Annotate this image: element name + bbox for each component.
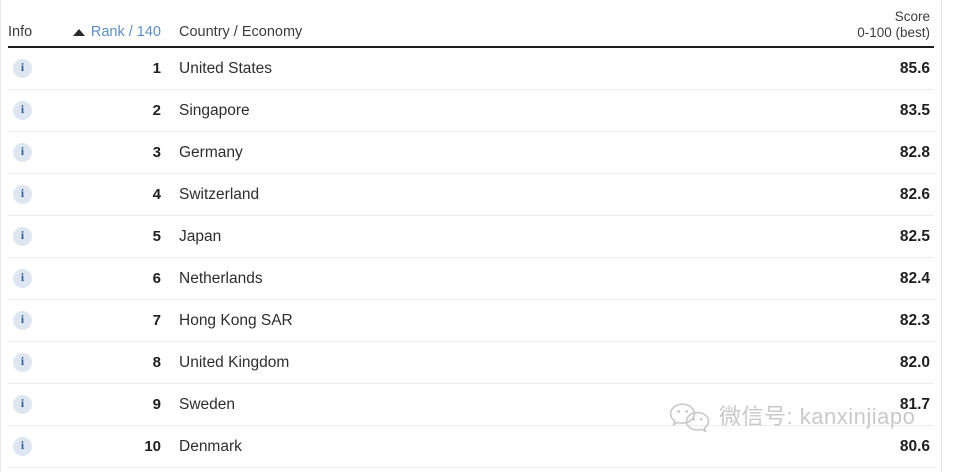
- row-country: Hong Kong SAR: [179, 311, 293, 329]
- column-header-score-range: 0-100 (best): [857, 25, 930, 40]
- column-header-score[interactable]: Score 0-100 (best): [760, 9, 934, 41]
- row-country: Japan: [179, 227, 222, 245]
- row-rank: 6: [152, 270, 161, 287]
- row-country: Netherlands: [179, 269, 263, 287]
- table-row: i 7 Hong Kong SAR 82.3: [8, 300, 934, 342]
- table-row: i 10 Denmark 80.6: [8, 426, 934, 468]
- table-row: i 2 Singapore 83.5: [8, 90, 934, 132]
- row-country: United Kingdom: [179, 353, 290, 371]
- row-info-cell: i: [8, 101, 56, 120]
- row-info-cell: i: [8, 185, 56, 204]
- row-rank: 1: [152, 60, 161, 77]
- column-header-rank-label: Rank / 140: [90, 24, 161, 40]
- row-score: 85.6: [899, 59, 930, 77]
- row-score: 82.5: [899, 227, 930, 245]
- table-row: i 6 Netherlands 82.4: [8, 258, 934, 300]
- table-row: i 3 Germany 82.8: [8, 132, 934, 174]
- row-info-cell: i: [8, 269, 56, 288]
- table-body: i 1 United States 85.6 i 2 Singapore 83.5 i 3 Germ…: [8, 48, 934, 468]
- row-info-cell: i: [8, 227, 56, 246]
- info-icon[interactable]: i: [13, 311, 32, 330]
- info-icon[interactable]: i: [13, 395, 32, 414]
- page-right-border: [941, 0, 942, 472]
- row-rank: 7: [152, 312, 161, 329]
- page-left-border: [0, 0, 1, 472]
- info-icon[interactable]: i: [13, 143, 32, 162]
- table-header-row: Info Rank / 140 Country / Economy Score …: [8, 0, 934, 48]
- info-icon[interactable]: i: [13, 227, 32, 246]
- row-rank: 2: [152, 102, 161, 119]
- table-row: i 1 United States 85.6: [8, 48, 934, 90]
- row-info-cell: i: [8, 143, 56, 162]
- row-country: Switzerland: [179, 185, 260, 203]
- row-score: 82.3: [899, 311, 930, 329]
- row-rank: 4: [152, 186, 161, 203]
- row-score: 81.7: [899, 395, 930, 413]
- row-rank: 8: [152, 354, 161, 371]
- row-country: Denmark: [179, 437, 242, 455]
- row-info-cell: i: [8, 395, 56, 414]
- row-score: 82.4: [899, 269, 930, 287]
- row-country: Sweden: [179, 395, 236, 413]
- row-info-cell: i: [8, 311, 56, 330]
- info-icon[interactable]: i: [13, 59, 32, 78]
- table-row: i 4 Switzerland 82.6: [8, 174, 934, 216]
- info-icon[interactable]: i: [13, 185, 32, 204]
- row-rank: 10: [144, 438, 161, 455]
- column-header-info[interactable]: Info: [8, 24, 33, 40]
- row-score: 82.6: [899, 185, 930, 203]
- row-rank: 3: [152, 144, 161, 161]
- row-info-cell: i: [8, 437, 56, 456]
- info-icon[interactable]: i: [13, 437, 32, 456]
- row-score: 83.5: [899, 101, 930, 119]
- row-country: Germany: [179, 143, 243, 161]
- column-header-score-title: Score: [894, 9, 930, 24]
- column-header-rank[interactable]: Rank / 140: [56, 24, 161, 41]
- row-score: 82.0: [899, 353, 930, 371]
- row-score: 82.8: [899, 143, 930, 161]
- row-rank: 5: [152, 228, 161, 245]
- column-header-country[interactable]: Country / Economy: [179, 24, 303, 40]
- info-icon[interactable]: i: [13, 269, 32, 288]
- row-country: Singapore: [179, 101, 250, 119]
- table-row: i 5 Japan 82.5: [8, 216, 934, 258]
- row-info-cell: i: [8, 59, 56, 78]
- row-info-cell: i: [8, 353, 56, 372]
- sort-ascending-arrow-icon: [72, 28, 85, 36]
- row-rank: 9: [152, 396, 161, 413]
- row-score: 80.6: [899, 437, 930, 455]
- row-country: United States: [179, 59, 273, 77]
- table-row: i 8 United Kingdom 82.0: [8, 342, 934, 384]
- table-row: i 9 Sweden 81.7: [8, 384, 934, 426]
- info-icon[interactable]: i: [13, 353, 32, 372]
- ranking-table: Info Rank / 140 Country / Economy Score …: [8, 0, 934, 468]
- info-icon[interactable]: i: [13, 101, 32, 120]
